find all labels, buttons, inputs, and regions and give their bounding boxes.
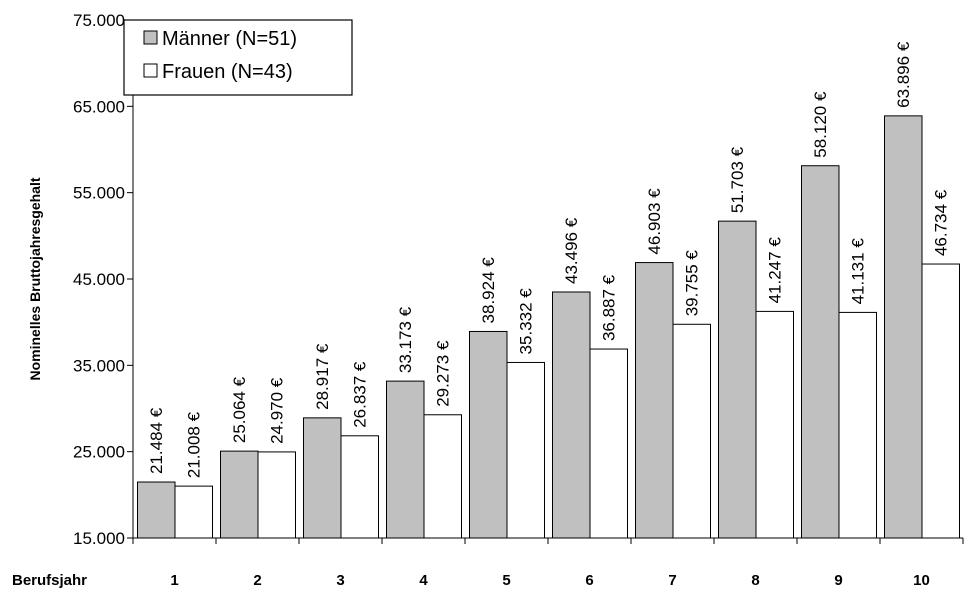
- bar-value-label: 63.896 €: [894, 41, 913, 108]
- bar-maenner: [303, 417, 342, 539]
- y-tick-label: 45.000: [73, 270, 125, 289]
- bar-value-label: 38.924 €: [479, 257, 498, 324]
- legend-swatch: [143, 63, 158, 78]
- bar-value-label: 46.903 €: [645, 188, 664, 255]
- bar-frauen: [340, 435, 379, 539]
- bar-maenner: [552, 291, 591, 539]
- legend: Männer (N=51) Frauen (N=43): [123, 19, 353, 96]
- bar-frauen: [672, 323, 711, 539]
- bar-value-label: 46.734 €: [932, 189, 951, 256]
- bar-maenner: [884, 115, 923, 539]
- bar-value-label: 43.496 €: [562, 217, 581, 284]
- x-tick-label: 5: [502, 572, 510, 589]
- bar-maenner: [137, 481, 176, 539]
- y-tick-label: 75.000: [73, 11, 125, 30]
- legend-label: Frauen (N=43): [162, 61, 293, 83]
- bar-frauen: [755, 310, 794, 539]
- y-tick-label: 15.000: [73, 529, 125, 548]
- x-tick-label: 3: [336, 572, 344, 589]
- bar-value-label: 25.064 €: [230, 376, 249, 443]
- x-tick-label: 6: [585, 572, 593, 589]
- x-tick-label: 10: [913, 572, 930, 589]
- bar-value-label: 36.887 €: [600, 274, 619, 341]
- bar-maenner: [386, 380, 425, 539]
- bar-value-label: 35.332 €: [517, 288, 536, 355]
- bar-frauen: [589, 348, 628, 539]
- x-axis-title: Berufsjahr: [12, 572, 87, 589]
- bar-value-label: 51.703 €: [728, 146, 747, 213]
- y-tick-label: 25.000: [73, 443, 125, 462]
- bar-value-label: 41.247 €: [766, 237, 785, 304]
- bar-value-label: 58.120 €: [811, 91, 830, 158]
- bar-value-label: 26.837 €: [351, 361, 370, 428]
- bar-frauen: [174, 485, 213, 539]
- bar-maenner: [718, 220, 757, 539]
- bar-value-label: 39.755 €: [683, 250, 702, 317]
- bar-value-label: 29.273 €: [434, 340, 453, 407]
- x-tick-label: 1: [170, 572, 178, 589]
- x-tick-label: 7: [668, 572, 676, 589]
- bar-maenner: [469, 330, 508, 539]
- x-tick-label: 2: [253, 572, 261, 589]
- y-tick-label: 35.000: [73, 356, 125, 375]
- bar-frauen: [423, 414, 462, 539]
- legend-swatch: [143, 30, 158, 45]
- x-tick-label: 8: [751, 572, 759, 589]
- y-tick-label: 65.000: [73, 97, 125, 116]
- data-labels-group: 21.484 € 25.064 € 28.917 € 33.173 € 38.924 €…: [147, 41, 951, 478]
- bar-value-label: 24.970 €: [268, 377, 287, 444]
- bar-maenner: [220, 450, 259, 539]
- bar-value-label: 21.484 €: [147, 407, 166, 474]
- bar-frauen: [921, 263, 960, 539]
- bar-value-label: 33.173 €: [396, 306, 415, 373]
- x-tick-label: 9: [834, 572, 842, 589]
- bar-value-label: 41.131 €: [849, 238, 868, 305]
- y-tick-label: 55.000: [73, 184, 125, 203]
- bar-frauen: [838, 311, 877, 539]
- bars-group: [137, 115, 960, 539]
- bar-frauen: [506, 361, 545, 539]
- legend-label: Männer (N=51): [162, 28, 297, 50]
- legend-box: [123, 19, 353, 96]
- y-axis-title: Nominelles Bruttojahresgehalt: [27, 177, 43, 380]
- bar-maenner: [801, 165, 840, 539]
- x-tick-label: 4: [419, 572, 428, 589]
- axes-group: 15.000 25.000 35.000 45.000 55.000 65.000 75.0…: [12, 11, 964, 589]
- bar-value-label: 28.917 €: [313, 343, 332, 410]
- bar-frauen: [257, 451, 296, 539]
- bar-value-label: 21.008 €: [185, 411, 204, 478]
- bar-maenner: [635, 262, 674, 539]
